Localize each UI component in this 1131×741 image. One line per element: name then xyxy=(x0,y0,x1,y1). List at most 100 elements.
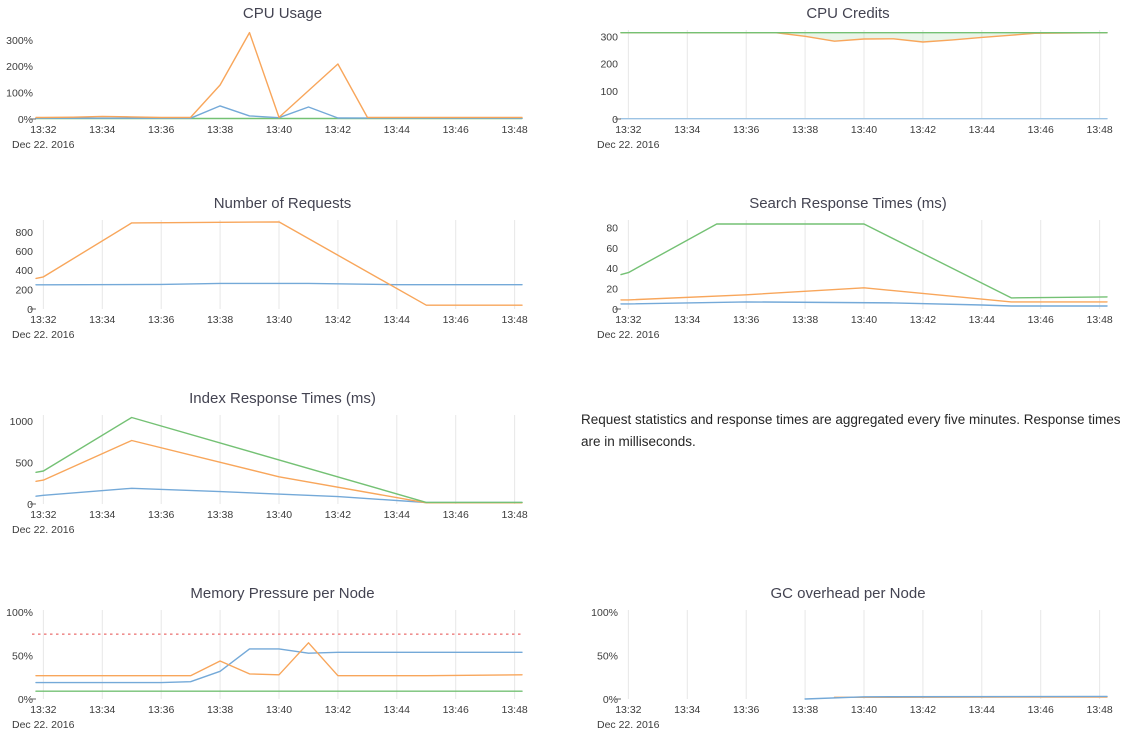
svg-text:0%: 0% xyxy=(18,114,33,126)
svg-text:13:38: 13:38 xyxy=(792,314,818,326)
svg-text:13:36: 13:36 xyxy=(148,124,174,136)
note-cell: Request statistics and response times ar… xyxy=(565,385,1131,580)
svg-text:13:46: 13:46 xyxy=(443,704,469,716)
chart-cell-gc-overhead: GC overhead per Node 13:32 13:34 13:36 13:3… xyxy=(565,580,1131,741)
svg-text:13:36: 13:36 xyxy=(148,704,174,716)
chart-body: 13:32 13:34 13:36 13:38 13:40 13:42 13:44 13:46… xyxy=(2,604,565,731)
svg-text:13:38: 13:38 xyxy=(207,124,233,136)
svg-text:300: 300 xyxy=(600,31,618,43)
svg-text:13:40: 13:40 xyxy=(851,124,877,136)
svg-text:20: 20 xyxy=(606,283,618,295)
svg-text:13:32: 13:32 xyxy=(30,704,56,716)
svg-text:13:40: 13:40 xyxy=(851,314,877,326)
gc-overhead-plot[interactable]: 13:32 13:34 13:36 13:38 13:40 13:42 13:44 13:46… xyxy=(587,604,1131,722)
svg-text:13:40: 13:40 xyxy=(266,704,292,716)
date-label: Dec 22. 2016 xyxy=(12,329,75,341)
svg-text:13:42: 13:42 xyxy=(910,314,936,326)
svg-text:13:42: 13:42 xyxy=(910,704,936,716)
chart-cell-number-of-requests: Number of Requests 13:32 13:34 13:36 13:38 1… xyxy=(0,190,565,385)
svg-text:13:40: 13:40 xyxy=(266,314,292,326)
svg-text:13:48: 13:48 xyxy=(501,124,527,136)
svg-text:13:44: 13:44 xyxy=(969,704,995,716)
search-response-times-plot[interactable]: 13:32 13:34 13:36 13:38 13:40 13:42 13:44 13:46… xyxy=(587,214,1131,332)
index-response-times-plot[interactable]: 13:32 13:34 13:36 13:38 13:40 13:42 13:44 13:46… xyxy=(2,409,547,527)
svg-text:13:38: 13:38 xyxy=(207,314,233,326)
svg-text:300%: 300% xyxy=(6,35,33,47)
svg-text:13:34: 13:34 xyxy=(674,124,700,136)
svg-text:13:48: 13:48 xyxy=(1086,704,1112,716)
chart-title: Search Response Times (ms) xyxy=(749,195,947,212)
svg-text:13:38: 13:38 xyxy=(792,704,818,716)
svg-text:0: 0 xyxy=(27,499,33,511)
svg-text:13:38: 13:38 xyxy=(207,509,233,521)
date-label: Dec 22. 2016 xyxy=(12,139,75,151)
svg-text:13:32: 13:32 xyxy=(30,314,56,326)
svg-text:100%: 100% xyxy=(6,607,33,619)
svg-text:13:38: 13:38 xyxy=(207,704,233,716)
svg-text:13:32: 13:32 xyxy=(615,314,641,326)
svg-text:13:40: 13:40 xyxy=(851,704,877,716)
svg-text:13:46: 13:46 xyxy=(443,509,469,521)
svg-text:13:34: 13:34 xyxy=(89,509,115,521)
svg-text:13:44: 13:44 xyxy=(384,704,410,716)
chart-title: Memory Pressure per Node xyxy=(190,585,375,602)
svg-text:13:34: 13:34 xyxy=(89,314,115,326)
cpu-credits-plot[interactable]: 13:32 13:34 13:36 13:38 13:40 13:42 13:44 13:46… xyxy=(587,24,1131,142)
svg-text:13:36: 13:36 xyxy=(148,509,174,521)
chart-body: 13:32 13:34 13:36 13:38 13:40 13:42 13:44 13:46… xyxy=(587,604,1131,731)
date-label: Dec 22. 2016 xyxy=(597,719,660,731)
chart-title: CPU Credits xyxy=(806,5,890,22)
chart-title: GC overhead per Node xyxy=(770,585,926,602)
svg-text:50%: 50% xyxy=(597,650,618,662)
svg-text:13:36: 13:36 xyxy=(148,314,174,326)
svg-text:13:34: 13:34 xyxy=(674,314,700,326)
chart-cell-index-response-times: Index Response Times (ms) 13:32 13:34 13:3… xyxy=(0,385,565,580)
svg-text:13:42: 13:42 xyxy=(325,509,351,521)
svg-text:0%: 0% xyxy=(603,694,618,706)
svg-text:13:44: 13:44 xyxy=(384,509,410,521)
svg-text:13:44: 13:44 xyxy=(969,314,995,326)
svg-text:600: 600 xyxy=(15,246,33,258)
chart-title: Number of Requests xyxy=(213,195,352,212)
chart-cell-cpu-credits: CPU Credits 13:32 13:34 13:36 13:38 13:40 13:… xyxy=(565,0,1131,190)
svg-text:13:42: 13:42 xyxy=(910,124,936,136)
svg-text:400: 400 xyxy=(15,265,33,277)
svg-text:13:32: 13:32 xyxy=(615,704,641,716)
chart-cell-memory-pressure: Memory Pressure per Node 13:32 13:34 13:36… xyxy=(0,580,565,741)
svg-text:0%: 0% xyxy=(18,694,33,706)
chart-cell-cpu-usage: CPU Usage 13:32 13:34 13:36 13:38 13:40 13:42… xyxy=(0,0,565,190)
svg-text:13:48: 13:48 xyxy=(1086,124,1112,136)
svg-text:13:48: 13:48 xyxy=(501,509,527,521)
svg-text:13:36: 13:36 xyxy=(733,704,759,716)
svg-text:13:32: 13:32 xyxy=(615,124,641,136)
svg-text:13:32: 13:32 xyxy=(30,124,56,136)
chart-title: CPU Usage xyxy=(242,5,323,22)
date-label: Dec 22. 2016 xyxy=(597,329,660,341)
svg-text:13:44: 13:44 xyxy=(969,124,995,136)
chart-body: 13:32 13:34 13:36 13:38 13:40 13:42 13:44 13:46… xyxy=(2,214,565,341)
svg-text:13:44: 13:44 xyxy=(384,124,410,136)
svg-text:13:36: 13:36 xyxy=(733,124,759,136)
date-label: Dec 22. 2016 xyxy=(12,719,75,731)
svg-text:13:46: 13:46 xyxy=(443,314,469,326)
svg-text:80: 80 xyxy=(606,223,618,235)
svg-text:0: 0 xyxy=(612,114,618,126)
svg-text:13:46: 13:46 xyxy=(1028,314,1054,326)
memory-pressure-plot[interactable]: 13:32 13:34 13:36 13:38 13:40 13:42 13:44 13:46… xyxy=(2,604,547,722)
svg-text:100%: 100% xyxy=(6,87,33,99)
svg-text:13:42: 13:42 xyxy=(325,704,351,716)
svg-text:13:46: 13:46 xyxy=(1028,124,1054,136)
cpu-usage-plot[interactable]: 13:32 13:34 13:36 13:38 13:40 13:42 13:44 13:46… xyxy=(2,24,547,142)
chart-cell-search-response-times: Search Response Times (ms) 13:32 13:34 13:… xyxy=(565,190,1131,385)
chart-body: 13:32 13:34 13:36 13:38 13:40 13:42 13:44 13:46… xyxy=(2,409,565,536)
svg-text:13:34: 13:34 xyxy=(89,704,115,716)
svg-text:13:48: 13:48 xyxy=(1086,314,1112,326)
svg-text:13:36: 13:36 xyxy=(733,314,759,326)
svg-text:13:48: 13:48 xyxy=(501,314,527,326)
svg-text:60: 60 xyxy=(606,243,618,255)
number-of-requests-plot[interactable]: 13:32 13:34 13:36 13:38 13:40 13:42 13:44 13:46… xyxy=(2,214,547,332)
chart-body: 13:32 13:34 13:36 13:38 13:40 13:42 13:44 13:46… xyxy=(587,24,1131,151)
svg-text:100: 100 xyxy=(600,86,618,98)
svg-text:50%: 50% xyxy=(12,650,33,662)
svg-text:13:38: 13:38 xyxy=(792,124,818,136)
